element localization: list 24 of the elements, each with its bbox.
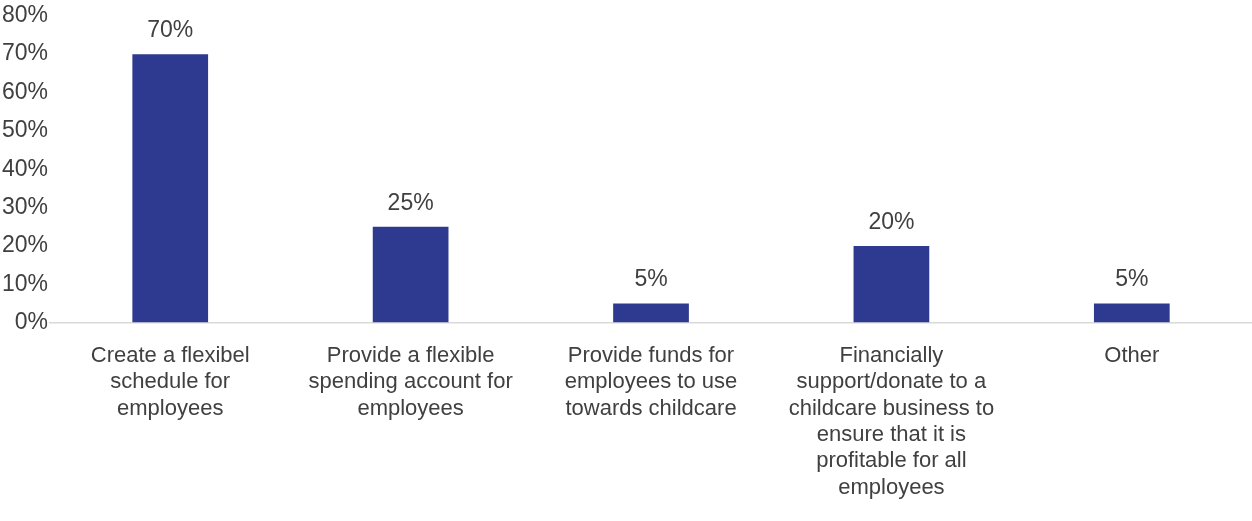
bar — [613, 303, 689, 323]
bar — [1093, 303, 1170, 323]
y-tick-label: 50% — [1, 116, 49, 143]
y-tick-label: 20% — [1, 231, 49, 258]
x-tick-label: Provide funds for employees to use towards childcare — [564, 341, 738, 420]
data-label: 5% — [1115, 265, 1149, 292]
bar — [372, 226, 449, 323]
y-tick-label: 30% — [1, 192, 49, 219]
data-label: 70% — [147, 15, 194, 42]
x-tick-label: Financially support/donate to a childcare business to ensure that it is profitable for all employees — [788, 341, 995, 499]
y-tick-label: 10% — [1, 269, 49, 296]
data-label: 5% — [634, 265, 668, 292]
data-label: 25% — [387, 188, 434, 215]
x-tick-label: Other — [1104, 341, 1160, 367]
y-tick-label: 60% — [1, 77, 49, 104]
x-tick-label: Create a flexibel schedule for employees — [90, 341, 250, 420]
y-tick-label: 80% — [1, 1, 49, 28]
x-tick-label: Provide a flexible spending account for employees — [308, 341, 513, 420]
data-label: 20% — [868, 207, 915, 234]
y-tick-label: 70% — [1, 39, 49, 66]
y-tick-label: 0% — [14, 307, 49, 334]
bar — [853, 245, 930, 323]
bar — [132, 54, 209, 323]
y-tick-label: 40% — [1, 154, 49, 181]
